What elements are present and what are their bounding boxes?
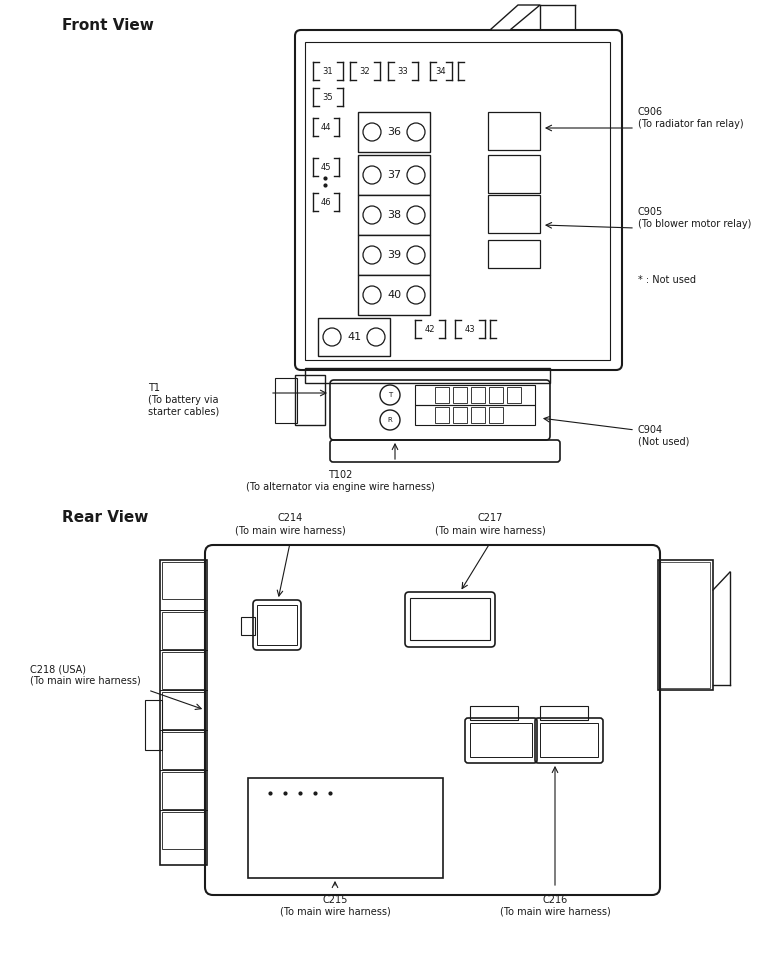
Circle shape <box>363 166 381 184</box>
Text: 36: 36 <box>387 127 401 137</box>
Bar <box>410 598 490 640</box>
Bar <box>489 407 503 423</box>
Text: 40: 40 <box>387 290 401 300</box>
Text: 46: 46 <box>321 198 331 206</box>
Bar <box>488 112 540 150</box>
Text: Rear View: Rear View <box>62 510 148 525</box>
Text: 31: 31 <box>323 67 333 75</box>
Text: C217
(To main wire harness): C217 (To main wire harness) <box>435 514 545 535</box>
Bar <box>162 652 205 689</box>
Text: 34: 34 <box>435 67 446 75</box>
Bar <box>241 617 255 635</box>
Circle shape <box>407 246 425 264</box>
Polygon shape <box>490 5 540 30</box>
Text: 41: 41 <box>347 332 361 342</box>
Circle shape <box>407 286 425 304</box>
Circle shape <box>363 246 381 264</box>
Text: C216
(To main wire harness): C216 (To main wire harness) <box>500 895 611 917</box>
Text: * : Not used: * : Not used <box>638 275 696 285</box>
Circle shape <box>380 410 400 430</box>
Bar <box>162 812 205 849</box>
Circle shape <box>323 328 341 346</box>
Bar <box>275 378 297 423</box>
Bar <box>471 407 485 423</box>
Bar <box>257 605 297 645</box>
Bar <box>415 405 535 425</box>
Bar <box>435 387 449 403</box>
Text: 35: 35 <box>323 93 333 101</box>
Bar <box>305 368 550 383</box>
Circle shape <box>367 328 385 346</box>
Bar <box>540 723 598 757</box>
Text: 37: 37 <box>387 170 401 180</box>
Text: C905
(To blower motor relay): C905 (To blower motor relay) <box>638 207 751 229</box>
Bar <box>162 772 205 809</box>
Text: 45: 45 <box>321 162 331 172</box>
Bar <box>358 275 430 315</box>
Text: C218 (USA)
(To main wire harness): C218 (USA) (To main wire harness) <box>30 664 141 686</box>
Bar <box>358 195 430 235</box>
Text: 44: 44 <box>321 122 331 132</box>
Bar <box>358 155 430 195</box>
Circle shape <box>407 166 425 184</box>
Text: C906
(To radiator fan relay): C906 (To radiator fan relay) <box>638 107 743 129</box>
Text: Front View: Front View <box>62 18 154 33</box>
Bar <box>453 387 467 403</box>
Circle shape <box>407 123 425 141</box>
Bar <box>660 562 710 688</box>
Text: C214
(To main wire harness): C214 (To main wire harness) <box>235 514 346 535</box>
Bar <box>160 560 207 865</box>
Text: 32: 32 <box>359 67 370 75</box>
Text: 42: 42 <box>425 325 435 333</box>
Bar <box>295 375 325 425</box>
Bar <box>507 387 521 403</box>
Text: 43: 43 <box>465 325 475 333</box>
Bar <box>435 407 449 423</box>
Bar <box>318 318 390 356</box>
Bar <box>470 723 532 757</box>
Bar <box>540 706 588 720</box>
Bar <box>658 560 713 690</box>
Circle shape <box>363 123 381 141</box>
Bar <box>358 112 430 152</box>
Bar <box>471 387 485 403</box>
Bar <box>488 240 540 268</box>
Bar <box>488 155 540 193</box>
Bar <box>453 407 467 423</box>
Circle shape <box>363 206 381 224</box>
Bar <box>162 562 205 599</box>
Text: 38: 38 <box>387 210 401 220</box>
Bar <box>489 387 503 403</box>
Text: 33: 33 <box>398 67 409 75</box>
Text: 39: 39 <box>387 250 401 260</box>
Bar <box>358 235 430 275</box>
Bar <box>488 195 540 233</box>
Text: T102
(To alternator via engine wire harness): T102 (To alternator via engine wire harn… <box>246 470 435 492</box>
Text: R: R <box>388 417 392 423</box>
Bar <box>162 692 205 729</box>
Circle shape <box>407 206 425 224</box>
Bar <box>470 706 518 720</box>
Bar <box>162 612 205 649</box>
Bar <box>248 778 443 878</box>
Text: T1
(To battery via
starter cables): T1 (To battery via starter cables) <box>148 383 219 416</box>
Text: C215
(To main wire harness): C215 (To main wire harness) <box>280 895 390 917</box>
Text: T: T <box>388 392 392 398</box>
Text: C904
(Not used): C904 (Not used) <box>638 425 690 447</box>
Bar <box>145 700 162 750</box>
Circle shape <box>380 385 400 405</box>
Bar <box>305 42 610 360</box>
Bar <box>415 385 535 405</box>
Circle shape <box>363 286 381 304</box>
Bar <box>162 732 205 769</box>
